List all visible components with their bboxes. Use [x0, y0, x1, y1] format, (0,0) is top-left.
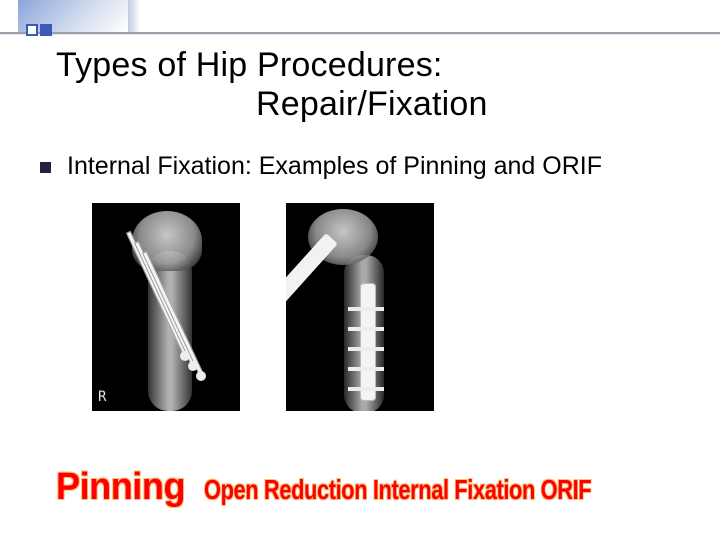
wordart-label-pinning: Pinning	[56, 466, 185, 509]
side-plate-shape	[360, 283, 376, 401]
wordart-label-orif: Open Reduction Internal Fixation ORIF	[204, 474, 591, 506]
title-line-1: Types of Hip Procedures:	[56, 46, 688, 85]
bullet-text: Internal Fixation: Examples of Pinning a…	[67, 152, 602, 181]
header-gradient-fade	[128, 0, 140, 32]
cortical-screw-shape	[348, 307, 384, 311]
cortical-screw-shape	[348, 387, 384, 391]
header-square-open-icon	[26, 24, 38, 36]
cortical-screw-shape	[348, 347, 384, 351]
pin-head-shape	[196, 371, 206, 381]
pin-head-shape	[188, 361, 198, 371]
wordart-labels-row: Pinning Open Reduction Internal Fixation…	[0, 466, 720, 509]
header-divider-light	[0, 34, 720, 35]
xray-side-marker: R	[98, 389, 106, 405]
slide-title: Types of Hip Procedures: Repair/Fixation	[0, 38, 720, 124]
cortical-screw-shape	[348, 327, 384, 331]
slide-body: Internal Fixation: Examples of Pinning a…	[0, 124, 720, 411]
bullet-item: Internal Fixation: Examples of Pinning a…	[40, 152, 680, 181]
bullet-marker-icon	[40, 162, 51, 173]
header-square-filled-icon	[40, 24, 52, 36]
xray-image-orif	[286, 203, 434, 411]
cortical-screw-shape	[348, 367, 384, 371]
title-line-2: Repair/Fixation	[56, 85, 688, 124]
pin-head-shape	[180, 351, 190, 361]
slide-header-decoration	[0, 0, 720, 38]
xray-image-pinning: R	[92, 203, 240, 411]
image-row: R	[40, 181, 680, 411]
